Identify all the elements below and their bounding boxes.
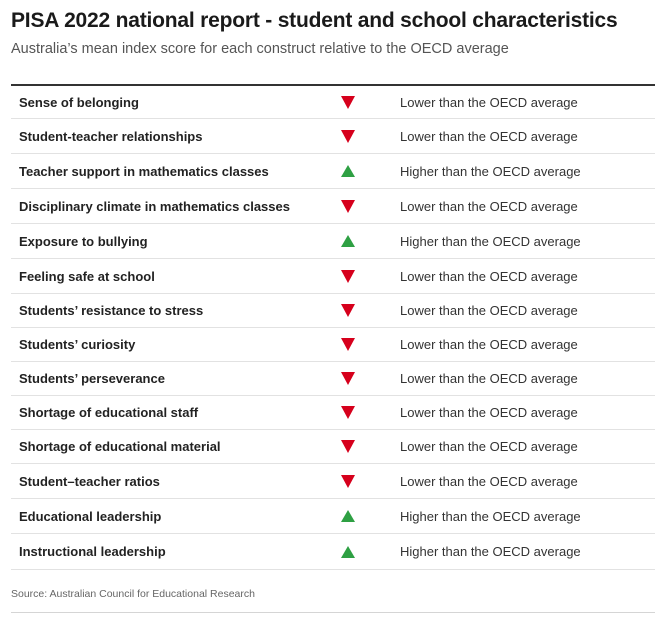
status-text: Higher than the OECD average <box>400 508 581 524</box>
construct-label: Educational leadership <box>19 508 162 524</box>
table-row: Feeling safe at school Lower than the OEC… <box>11 259 655 294</box>
lower-indicator <box>341 259 355 293</box>
triangle-down-icon <box>341 304 355 317</box>
status-text: Lower than the OECD average <box>400 337 578 352</box>
lower-indicator <box>341 430 355 463</box>
source-note: Source: Australian Council for Education… <box>11 588 255 600</box>
triangle-up-icon <box>341 510 355 522</box>
triangle-down-icon <box>341 406 355 419</box>
table-row: Exposure to bullying Higher than the OECD… <box>11 224 655 259</box>
higher-indicator <box>341 534 355 569</box>
triangle-up-icon <box>341 165 355 177</box>
lower-indicator <box>341 362 355 395</box>
table-row: Shortage of educational staff Lower than … <box>11 396 655 430</box>
status-text: Higher than the OECD average <box>400 544 581 559</box>
construct-label: Students’ resistance to stress <box>19 303 204 318</box>
bottom-divider <box>11 612 655 613</box>
chart-subtitle: Australia’s mean index score for each co… <box>11 41 509 57</box>
triangle-down-icon <box>341 129 355 143</box>
table-row: Students’ curiosity Lower than the OECD a… <box>11 328 655 362</box>
construct-label: Disciplinary climate in mathematics clas… <box>19 198 290 214</box>
status-text: Lower than the OECD average <box>400 473 578 489</box>
construct-label: Students’ perseverance <box>19 371 165 386</box>
table-row: Teacher support in mathematics classes Hi… <box>11 154 655 189</box>
table-row: Shortage of educational material Lower th… <box>11 430 655 464</box>
status-text: Lower than the OECD average <box>400 128 578 144</box>
lower-indicator <box>341 464 355 498</box>
higher-indicator <box>341 224 355 258</box>
triangle-up-icon <box>341 235 355 247</box>
construct-label: Students’ curiosity <box>19 337 136 352</box>
construct-label: Student–teacher ratios <box>19 473 160 489</box>
triangle-down-icon <box>341 338 355 351</box>
status-text: Higher than the OECD average <box>400 163 581 179</box>
chart-title: PISA 2022 national report - student and … <box>11 9 618 32</box>
status-text: Lower than the OECD average <box>400 268 578 284</box>
table-row: Educational leadership Higher than the OE… <box>11 499 655 534</box>
construct-label: Sense of belonging <box>19 94 139 110</box>
triangle-down-icon <box>341 95 355 109</box>
construct-label: Shortage of educational material <box>19 439 221 454</box>
table-row: Sense of belonging Lower than the OECD av… <box>11 86 655 119</box>
table-row: Students’ perseverance Lower than the OEC… <box>11 362 655 396</box>
lower-indicator <box>341 396 355 429</box>
construct-label: Exposure to bullying <box>19 233 148 249</box>
status-text: Lower than the OECD average <box>400 303 578 318</box>
construct-label: Instructional leadership <box>19 544 166 559</box>
lower-indicator <box>341 189 355 223</box>
construct-label: Teacher support in mathematics classes <box>19 163 269 179</box>
status-text: Lower than the OECD average <box>400 94 578 110</box>
triangle-down-icon <box>341 440 355 453</box>
table-row: Instructional leadership Higher than the … <box>11 534 655 570</box>
lower-indicator <box>341 294 355 327</box>
lower-indicator <box>341 119 355 153</box>
data-table: Sense of belonging Lower than the OECD av… <box>11 84 655 570</box>
status-text: Lower than the OECD average <box>400 405 578 420</box>
lower-indicator <box>341 328 355 361</box>
higher-indicator <box>341 154 355 188</box>
construct-label: Feeling safe at school <box>19 268 155 284</box>
construct-label: Student-teacher relationships <box>19 128 203 144</box>
triangle-down-icon <box>341 372 355 385</box>
status-text: Lower than the OECD average <box>400 371 578 386</box>
construct-label: Shortage of educational staff <box>19 405 199 420</box>
status-text: Lower than the OECD average <box>400 198 578 214</box>
higher-indicator <box>341 499 355 533</box>
triangle-down-icon <box>341 269 355 283</box>
status-text: Lower than the OECD average <box>400 439 578 454</box>
table-row: Student-teacher relationships Lower than … <box>11 119 655 154</box>
lower-indicator <box>341 86 355 118</box>
table-row: Students’ resistance to stress Lower than… <box>11 294 655 328</box>
status-text: Higher than the OECD average <box>400 233 581 249</box>
table-row: Disciplinary climate in mathematics clas… <box>11 189 655 224</box>
triangle-up-icon <box>341 545 355 558</box>
triangle-down-icon <box>341 474 355 488</box>
triangle-down-icon <box>341 199 355 213</box>
table-row: Student–teacher ratios Lower than the OEC… <box>11 464 655 499</box>
